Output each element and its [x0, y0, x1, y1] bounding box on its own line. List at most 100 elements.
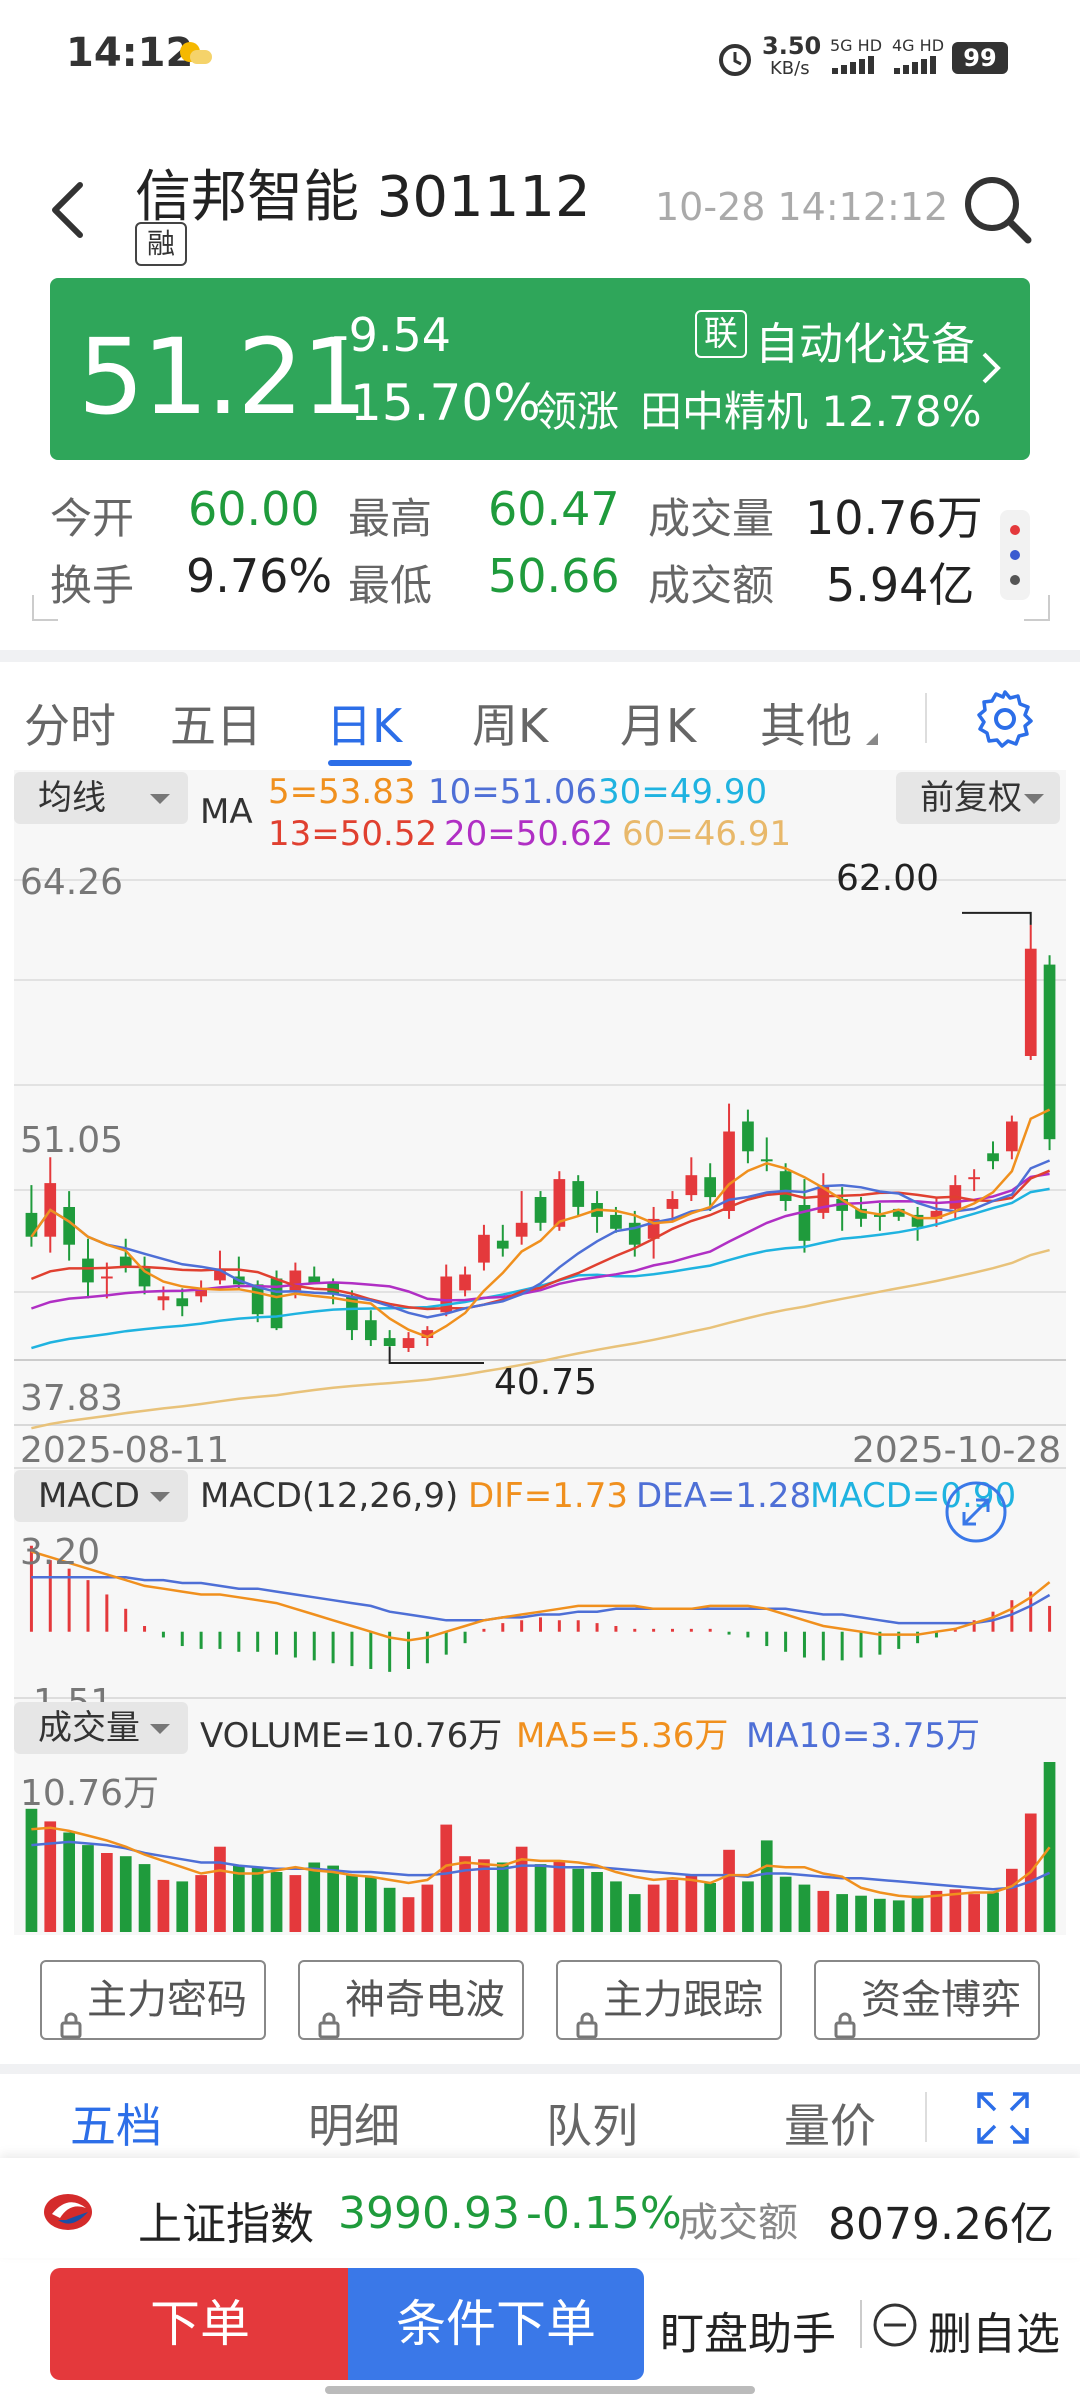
vol-ma10-line	[31, 1840, 1051, 1891]
dif-line	[31, 1550, 1051, 1642]
volume-bar	[459, 1856, 471, 1932]
corner-mark-left	[32, 595, 58, 621]
volume-axis-high: 10.76万	[20, 1773, 160, 1814]
max-price-leader	[962, 911, 1032, 925]
volume-bar	[214, 1846, 226, 1932]
current-price: 51.21	[78, 316, 368, 438]
candle-body	[308, 1276, 321, 1283]
chart-canvas	[14, 879, 1066, 1932]
button-separator	[860, 2300, 862, 2348]
candle-body	[327, 1282, 339, 1295]
ma10-value: 10=51.06	[428, 772, 598, 812]
volume-bar	[119, 1856, 132, 1932]
tab-monthly-k[interactable]: 月K	[620, 699, 697, 753]
feature-wave-button[interactable]: 神奇电波	[298, 1960, 524, 2040]
candle-body	[195, 1288, 207, 1297]
monitor-assistant-button[interactable]: 盯盘助手	[660, 2309, 836, 2360]
candle-body	[685, 1175, 698, 1196]
feature-main-code-button[interactable]: 主力密码	[40, 1960, 266, 2040]
volume-bar	[779, 1876, 792, 1932]
stock-header: 信邦智能 301112 融 10-28 14:12:12	[0, 140, 1080, 270]
tab-intraday[interactable]: 分时	[24, 699, 116, 753]
volume-bar	[742, 1881, 754, 1932]
tab-detail[interactable]: 明细	[308, 2099, 400, 2153]
candle-body	[930, 1210, 943, 1219]
volume-value: 10.76万	[805, 491, 983, 545]
sector-name: 自动化设备	[755, 319, 975, 370]
ma20-value: 20=50.62	[444, 814, 614, 854]
macd-axis-high: 3.20	[20, 1532, 101, 1573]
remove-watchlist-button[interactable]: 删自选	[928, 2309, 1060, 2360]
candle-body	[496, 1240, 509, 1249]
volume-bar	[647, 1884, 660, 1932]
candle-body	[798, 1205, 811, 1241]
candle-body	[365, 1320, 377, 1341]
tab-five-level[interactable]: 五档	[70, 2099, 162, 2153]
candle-body	[214, 1270, 226, 1281]
candle-body	[760, 1159, 773, 1162]
high-value: 60.47	[488, 482, 620, 536]
candle-body	[874, 1214, 886, 1217]
tab-separator	[925, 2092, 927, 2142]
candle-body	[402, 1338, 415, 1348]
price-change-pct: -15.70%	[332, 374, 541, 432]
quote-card[interactable]: 51.21 -9.54 -15.70% 领涨 联 自动化设备 田中精机 12.7…	[50, 278, 1030, 460]
margin-badge: 融	[135, 222, 187, 266]
volume-bar	[704, 1883, 716, 1932]
volume-bar	[911, 1895, 924, 1932]
more-dots-icon[interactable]	[1000, 510, 1030, 600]
macd-dropdown[interactable]: MACD	[14, 1470, 188, 1522]
kline-chart-area[interactable]: 均线 MA 5=53.83 10=51.06 30=49.90 13=50.52…	[14, 770, 1066, 1935]
price-axis-mid: 51.05	[20, 1120, 124, 1161]
exchange-logo-icon	[42, 2190, 96, 2234]
volume-bar	[270, 1872, 283, 1932]
volume-dropdown[interactable]: 成交量	[14, 1702, 188, 1754]
macd-params: MACD(12,26,9)	[200, 1476, 459, 1516]
tab-other[interactable]: 其他	[760, 699, 852, 753]
lock-icon	[317, 1988, 341, 2039]
gear-icon[interactable]	[975, 688, 1035, 748]
volume-bar	[157, 1879, 170, 1932]
tab-queue[interactable]: 队列	[546, 2099, 638, 2153]
chart-tabs: 分时 五日 日K 周K 月K 其他	[0, 665, 1080, 766]
amount-label: 成交额	[648, 561, 775, 610]
candle-body	[855, 1208, 867, 1219]
feature-track-button[interactable]: 主力跟踪	[556, 1960, 782, 2040]
index-bar[interactable]: 上证指数 3990.93 -0.15% 成交额 8079.26亿	[0, 2158, 1080, 2258]
low-value: 50.66	[488, 549, 620, 603]
volume-bar	[628, 1894, 641, 1932]
back-arrow-icon[interactable]	[40, 170, 100, 250]
candle-body	[666, 1199, 679, 1209]
feature-label: 主力密码	[87, 1977, 247, 2023]
tab-daily-k[interactable]: 日K	[326, 699, 403, 753]
candle-body	[119, 1256, 132, 1267]
ma-dropdown[interactable]: 均线	[14, 772, 188, 824]
index-amount-label: 成交额	[678, 2200, 798, 2246]
tab-separator	[925, 693, 927, 743]
conditional-order-button[interactable]: 条件下单	[348, 2268, 644, 2380]
active-tab-indicator	[328, 760, 412, 766]
lock-icon	[833, 1988, 857, 2039]
candle-body	[1043, 964, 1056, 1140]
turnover-value: 9.76%	[186, 549, 333, 603]
feature-capital-button[interactable]: 资金博弈	[814, 1960, 1040, 2040]
candle-body	[25, 1212, 38, 1237]
adjust-dropdown[interactable]: 前复权	[896, 772, 1060, 824]
volume-bar	[836, 1894, 848, 1932]
index-amount: 8079.26亿	[828, 2199, 1054, 2250]
tab-volume-price[interactable]: 量价	[784, 2099, 876, 2153]
volume-bar	[496, 1862, 509, 1932]
candle-body	[628, 1222, 641, 1245]
signal-2-label: 4G HD	[892, 36, 945, 55]
fullscreen-icon[interactable]	[975, 2090, 1031, 2146]
tab-five-day[interactable]: 五日	[170, 699, 262, 753]
remove-circle-icon[interactable]	[872, 2302, 918, 2348]
corner-mark-right	[1024, 595, 1050, 621]
expand-circle-icon[interactable]	[944, 1480, 1008, 1544]
open-label: 今开	[50, 494, 135, 543]
volume-dropdown-label: 成交量	[38, 1708, 140, 1748]
order-button[interactable]: 下单	[50, 2268, 350, 2380]
tab-weekly-k[interactable]: 周K	[472, 699, 549, 753]
candle-body	[421, 1330, 434, 1338]
search-icon[interactable]	[958, 170, 1038, 250]
